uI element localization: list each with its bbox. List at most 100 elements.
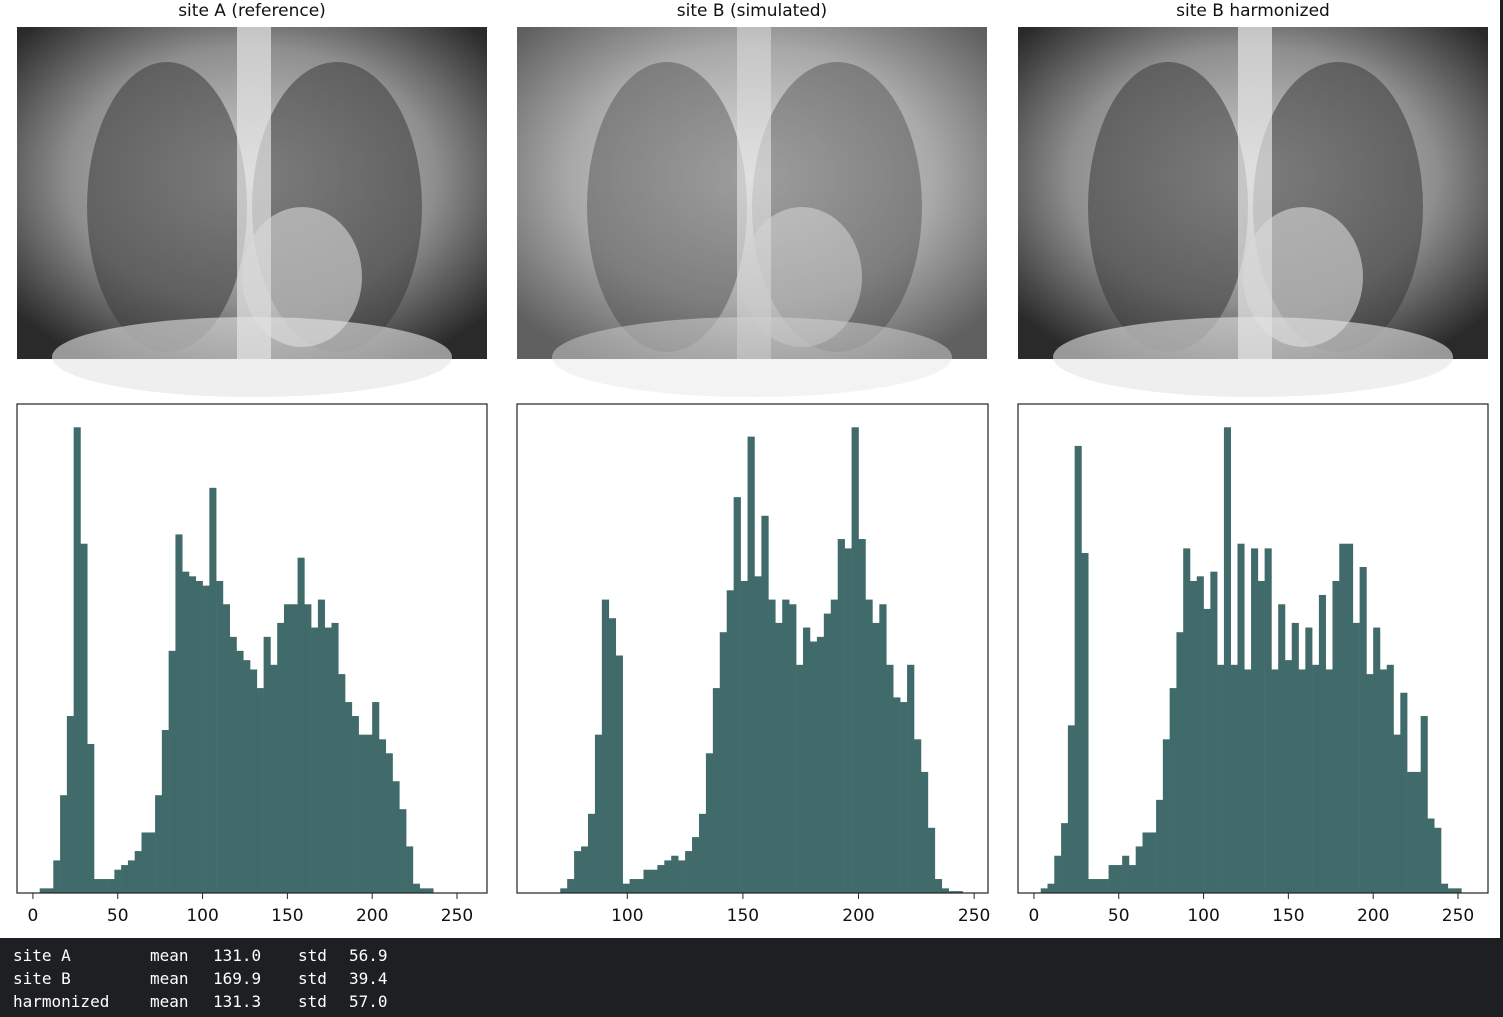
- histogram-bar: [399, 809, 407, 893]
- x-tick-label: 250: [958, 906, 990, 926]
- histogram-bar: [782, 599, 790, 893]
- histogram-bar: [796, 664, 804, 893]
- histogram-bar: [789, 604, 797, 893]
- histogram-bar: [837, 539, 845, 893]
- histogram-bar: [1074, 445, 1082, 893]
- histogram-bar: [879, 604, 887, 893]
- histogram-bar: [378, 739, 387, 893]
- histogram-bar: [100, 879, 108, 893]
- histogram-bar: [657, 865, 665, 893]
- histogram-bar: [426, 888, 434, 893]
- console-text: site A: [13, 946, 71, 965]
- histogram-bar: [955, 891, 963, 893]
- histogram-bar: [1346, 543, 1354, 893]
- histogram-bar: [594, 734, 603, 893]
- histogram-bar: [127, 860, 136, 893]
- histogram-bar: [392, 781, 400, 893]
- x-tick-label: 200: [356, 906, 388, 926]
- console-text: mean: [150, 992, 189, 1011]
- histogram-bar: [236, 650, 244, 893]
- histogram-bar: [768, 599, 776, 893]
- histogram-bar: [907, 664, 915, 893]
- histogram-bar: [726, 590, 734, 893]
- x-tick-label: 50: [107, 906, 129, 926]
- histogram-bar: [222, 604, 230, 893]
- image: [1018, 27, 1488, 397]
- image: [17, 27, 487, 397]
- histogram-bar: [629, 879, 637, 893]
- histogram-bar: [1352, 622, 1360, 893]
- histogram-bar: [202, 585, 210, 893]
- histogram-bar: [1386, 664, 1394, 893]
- histogram-bar: [1176, 632, 1184, 893]
- histogram-bar: [608, 618, 617, 893]
- histogram-bar: [1271, 669, 1279, 893]
- histogram-bar: [1447, 888, 1455, 893]
- histogram-bar: [1162, 739, 1170, 893]
- histogram-bar: [1264, 548, 1272, 893]
- histogram-bar: [1400, 692, 1408, 893]
- x-tick-label: 100: [611, 906, 643, 926]
- histogram-bar: [1067, 725, 1075, 893]
- histogram-bar: [195, 580, 203, 893]
- plot-frame: [16, 403, 488, 894]
- console-text: 39.4: [349, 969, 388, 988]
- plot-frame: [516, 403, 989, 894]
- x-tick-label: 250: [441, 906, 473, 926]
- histogram-bar: [1454, 888, 1462, 893]
- histogram-bar: [1095, 879, 1103, 893]
- histogram-bar: [148, 832, 156, 893]
- console-text: 131.0: [213, 946, 262, 965]
- histogram-bar: [161, 730, 169, 893]
- histogram-bar: [1061, 823, 1069, 893]
- image-title: site B harmonized: [1176, 1, 1330, 21]
- histogram-bar: [66, 716, 74, 893]
- x-tick-label: 100: [1187, 906, 1219, 926]
- console-text: mean: [150, 969, 189, 988]
- histogram-bar: [1183, 548, 1191, 893]
- histogram-bar: [1142, 832, 1150, 893]
- x-tick-label: 200: [842, 906, 874, 926]
- histogram-bar: [1284, 660, 1293, 893]
- histogram-bar: [290, 604, 298, 893]
- histogram-bar: [331, 622, 339, 893]
- histogram-bar: [740, 580, 748, 893]
- histogram-bar: [920, 771, 929, 893]
- histogram-bar: [1040, 888, 1048, 893]
- histogram-bar: [1122, 855, 1130, 893]
- histogram-bar: [816, 636, 825, 893]
- histogram-bar: [934, 879, 943, 893]
- histogram-bar: [1291, 622, 1299, 893]
- histogram-bar: [1373, 627, 1381, 893]
- histogram-bar: [188, 576, 197, 893]
- histogram-bar: [121, 865, 129, 893]
- histogram-bar: [1318, 594, 1326, 893]
- histogram-bar: [87, 743, 95, 893]
- histogram-bar: [1210, 571, 1218, 893]
- histogram-bar: [858, 539, 866, 893]
- histogram-bar: [886, 664, 894, 893]
- histogram-bar: [1223, 427, 1231, 893]
- histogram-bar: [73, 427, 81, 893]
- histogram-bar: [1088, 879, 1096, 893]
- histogram-bar: [114, 869, 122, 893]
- histogram-bar: [1312, 664, 1320, 893]
- histogram-bar: [1298, 669, 1306, 893]
- histogram-bar: [1189, 580, 1198, 893]
- histogram-bar: [941, 888, 949, 893]
- console-text: mean: [150, 946, 189, 965]
- console-text: std: [298, 946, 327, 965]
- console-text: 56.9: [349, 946, 388, 965]
- histogram-bar: [256, 688, 264, 893]
- histogram-bar: [304, 604, 312, 893]
- x-tick-label: 250: [1442, 906, 1474, 926]
- histogram-bar: [1359, 567, 1367, 893]
- histogram-bar: [754, 576, 762, 893]
- histogram-bar: [948, 891, 956, 893]
- histogram-bar: [1305, 627, 1313, 893]
- histogram-bar: [636, 879, 644, 893]
- histogram-bar: [80, 543, 88, 893]
- histogram-bar: [263, 636, 271, 893]
- histogram-bar: [1047, 883, 1055, 893]
- histogram-bar: [53, 860, 61, 893]
